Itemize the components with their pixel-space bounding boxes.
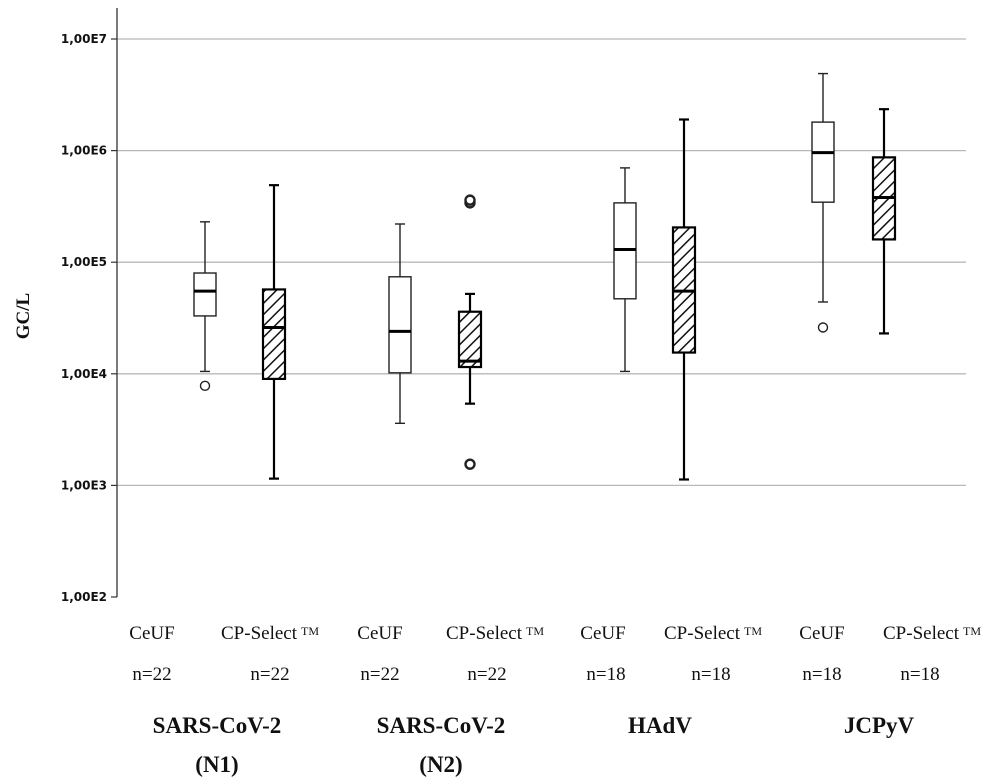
box-1 [261, 184, 287, 480]
y-tick-label: 1,00E2 [61, 590, 107, 604]
sample-size-label: n=22 [250, 664, 289, 685]
y-axis-label: GC/L [13, 293, 34, 339]
outlier-point [817, 322, 829, 333]
y-tick-label: 1,00E4 [61, 367, 107, 381]
outlier-point [464, 458, 476, 470]
y-tick-label: 1,00E3 [61, 478, 107, 492]
method-label: CP-Select TM [664, 623, 762, 644]
method-label: CeUF [129, 623, 174, 644]
iqr-box [193, 272, 217, 317]
iqr-box [811, 121, 835, 203]
box-7 [871, 108, 897, 335]
outlier-point [199, 380, 211, 392]
outlier-point [464, 194, 476, 206]
box-series [193, 72, 897, 481]
group-label: JCPyV [844, 713, 915, 738]
box-6 [811, 72, 835, 333]
method-label: CP-Select TM [883, 623, 981, 644]
group-label: SARS-CoV-2 [153, 713, 282, 738]
y-tick-label: 1,00E6 [61, 144, 107, 158]
sample-size-label: n=18 [691, 664, 730, 685]
gridlines [117, 38, 966, 487]
sample-size-label: n=22 [467, 664, 506, 685]
category-labels: CeUF n=22 CP-Select TM n=22 CeUF n=22 CP-Select… [129, 623, 981, 777]
sample-size-label: n=22 [132, 664, 171, 685]
y-tick-label: 1,00E5 [61, 255, 107, 269]
box-5 [671, 118, 697, 481]
group-label: SARS-CoV-2 [377, 713, 506, 738]
group-label: HAdV [628, 713, 692, 738]
method-label: CeUF [799, 623, 844, 644]
sample-size-label: n=18 [586, 664, 625, 685]
box-4 [613, 167, 637, 373]
iqr-box [457, 310, 483, 369]
sample-size-label: n=18 [900, 664, 939, 685]
y-tick-label: 1,00E7 [61, 32, 107, 46]
method-label: CP-Select TM [446, 623, 544, 644]
group-label-line2: (N1) [195, 752, 238, 777]
sample-size-label: n=18 [802, 664, 841, 685]
box-2 [388, 223, 412, 425]
sample-size-label: n=22 [360, 664, 399, 685]
y-axis: GC/L 1,00E2 1,00E3 1,00E4 1,00E5 1,00E6 1,00E… [13, 8, 118, 604]
box-3 [457, 194, 483, 470]
box-0 [193, 221, 217, 392]
method-label: CeUF [357, 623, 402, 644]
method-label: CeUF [580, 623, 625, 644]
iqr-box [261, 288, 287, 381]
method-label: CP-Select TM [221, 623, 319, 644]
iqr-box [388, 276, 412, 374]
group-label-line2: (N2) [419, 752, 462, 777]
